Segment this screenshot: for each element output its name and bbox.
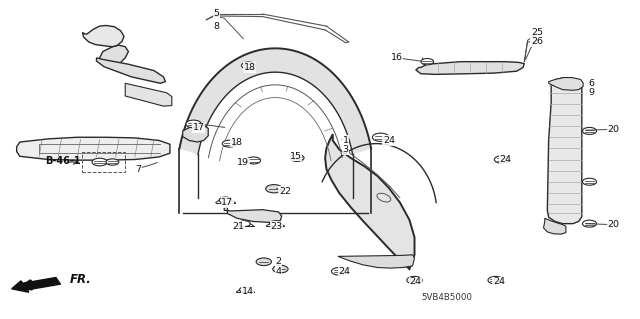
Text: 6: 6 [588, 79, 595, 88]
Polygon shape [83, 26, 124, 47]
Text: 23: 23 [271, 222, 283, 231]
Circle shape [269, 221, 281, 226]
Text: 24: 24 [383, 136, 395, 145]
FancyArrow shape [12, 278, 60, 292]
Circle shape [290, 154, 304, 161]
Circle shape [241, 62, 255, 69]
Circle shape [239, 287, 251, 293]
Polygon shape [338, 255, 415, 268]
Text: 24: 24 [499, 155, 511, 164]
Circle shape [92, 158, 108, 166]
Text: 25: 25 [531, 28, 543, 37]
Polygon shape [17, 137, 170, 160]
Polygon shape [325, 134, 415, 269]
Text: 24: 24 [410, 277, 422, 286]
Circle shape [488, 276, 503, 284]
Circle shape [106, 159, 119, 165]
Circle shape [239, 221, 250, 226]
Text: 20: 20 [608, 125, 620, 134]
Polygon shape [543, 218, 566, 234]
Circle shape [266, 185, 282, 193]
Text: 24: 24 [493, 277, 505, 286]
Text: 5VB4B5000: 5VB4B5000 [421, 293, 472, 302]
Text: 15: 15 [290, 152, 301, 161]
Circle shape [186, 120, 201, 128]
Circle shape [273, 265, 288, 273]
Polygon shape [125, 83, 172, 106]
Text: 22: 22 [279, 187, 291, 196]
Polygon shape [100, 45, 129, 67]
Text: 5: 5 [214, 9, 220, 18]
Text: 21: 21 [232, 222, 244, 231]
Text: B-46-1: B-46-1 [45, 156, 81, 166]
Circle shape [494, 156, 509, 163]
Text: 18: 18 [244, 63, 256, 72]
Polygon shape [548, 78, 583, 90]
Polygon shape [547, 78, 582, 224]
Circle shape [222, 140, 236, 147]
Circle shape [421, 58, 434, 65]
Text: 14: 14 [242, 287, 254, 296]
Text: 7: 7 [135, 165, 141, 174]
Polygon shape [182, 124, 208, 142]
Polygon shape [416, 62, 524, 74]
Polygon shape [224, 207, 282, 222]
Text: 4: 4 [275, 267, 282, 276]
Circle shape [372, 133, 389, 141]
Text: 3: 3 [342, 145, 349, 154]
Text: 9: 9 [588, 88, 595, 97]
Text: 2: 2 [275, 257, 282, 266]
Polygon shape [179, 48, 371, 154]
Circle shape [407, 276, 422, 284]
Circle shape [219, 197, 232, 203]
Text: 19: 19 [237, 158, 250, 167]
Text: 16: 16 [390, 53, 403, 62]
Polygon shape [97, 58, 166, 83]
Text: 1: 1 [342, 136, 349, 145]
Text: 8: 8 [214, 22, 220, 31]
Circle shape [582, 178, 596, 185]
Circle shape [582, 220, 596, 227]
Circle shape [246, 157, 260, 164]
Text: 24: 24 [339, 267, 350, 276]
Text: 17: 17 [221, 198, 234, 207]
Text: 20: 20 [608, 220, 620, 229]
Circle shape [332, 268, 347, 275]
Text: 18: 18 [231, 137, 243, 146]
Circle shape [582, 127, 596, 134]
Text: FR.: FR. [70, 273, 92, 286]
Text: 17: 17 [193, 123, 205, 132]
Circle shape [256, 258, 271, 266]
Text: 26: 26 [531, 38, 543, 47]
